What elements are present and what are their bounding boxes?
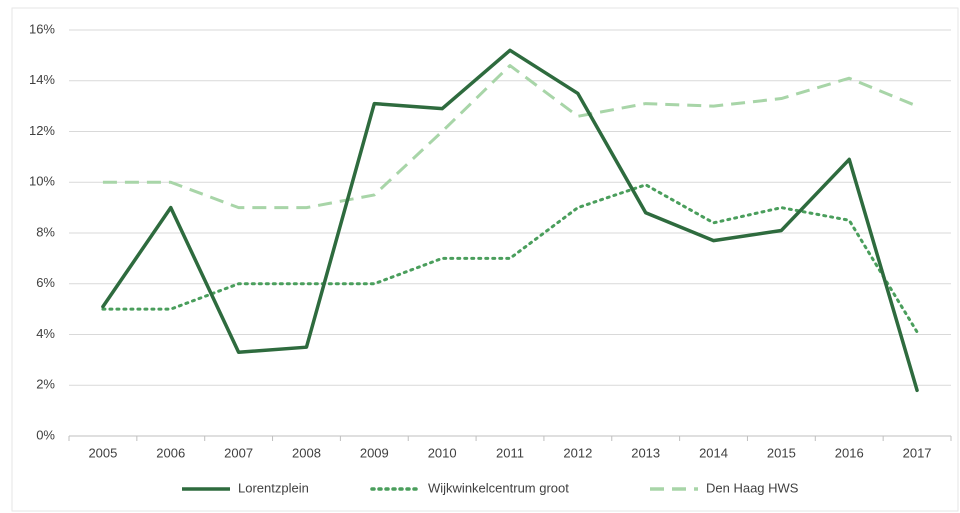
x-tick-label: 2009 xyxy=(360,445,389,460)
series-line xyxy=(101,48,919,393)
x-tick-label: 2008 xyxy=(292,445,321,460)
legend-label: Den Haag HWS xyxy=(706,480,799,495)
x-tick-label: 2017 xyxy=(903,445,932,460)
x-tick-label: 2006 xyxy=(156,445,185,460)
y-tick-label: 6% xyxy=(36,275,55,290)
y-tick-label: 2% xyxy=(36,377,55,392)
x-tick-label: 2005 xyxy=(88,445,117,460)
x-tick-label: 2016 xyxy=(835,445,864,460)
x-tick-label: 2012 xyxy=(563,445,592,460)
series-line xyxy=(101,183,919,334)
x-tick-label: 2007 xyxy=(224,445,253,460)
y-tick-label: 8% xyxy=(36,224,55,239)
y-tick-label: 10% xyxy=(29,174,55,189)
x-tick-label: 2010 xyxy=(428,445,457,460)
x-tick-label: 2014 xyxy=(699,445,728,460)
series-line xyxy=(102,64,918,210)
y-tick-label: 12% xyxy=(29,123,55,138)
x-tick-label: 2015 xyxy=(767,445,796,460)
y-tick-label: 4% xyxy=(36,326,55,341)
y-tick-label: 0% xyxy=(36,427,55,442)
x-tick-label: 2013 xyxy=(631,445,660,460)
frame xyxy=(11,7,959,512)
x-tick-label: 2011 xyxy=(496,445,524,460)
legend-label: Lorentzplein xyxy=(238,480,309,495)
y-tick-label: 14% xyxy=(29,72,55,87)
legend-label: Wijkwinkelcentrum groot xyxy=(428,480,569,495)
y-tick-label: 16% xyxy=(29,21,55,36)
